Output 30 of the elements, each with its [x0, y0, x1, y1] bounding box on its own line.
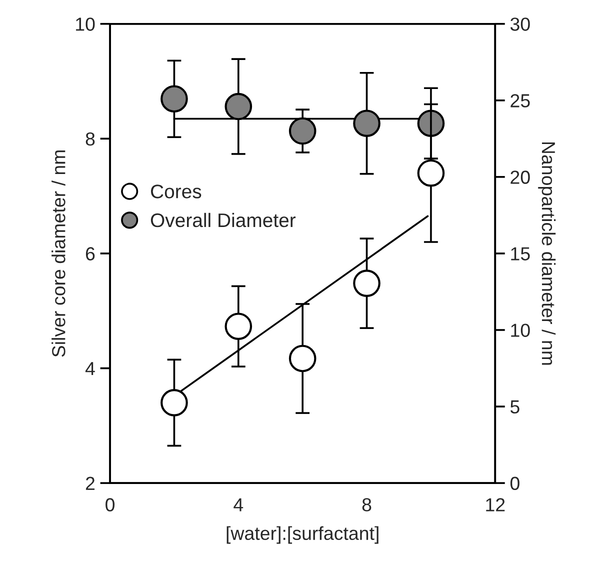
- point: [160, 389, 188, 416]
- x-tick-label: 4: [234, 498, 244, 512]
- y-tick-label: 6: [86, 247, 95, 260]
- y2-axis-title: Nanoparticle diameter / nm: [538, 142, 556, 365]
- y2-tick-label: 0: [510, 476, 520, 490]
- y2-tick-label: 15: [511, 247, 530, 260]
- point: [288, 344, 316, 372]
- point: [160, 85, 188, 113]
- y2-tick-label: 30: [510, 18, 530, 31]
- y-axis-title: Silver core diameter / nm: [52, 150, 66, 357]
- y-tick-label: 4: [85, 362, 95, 376]
- y2-tick-label: 20: [510, 170, 530, 184]
- x-tick-label: 8: [362, 498, 372, 512]
- legend-label: Cores: [150, 184, 202, 198]
- y-tick-label: 10: [76, 18, 95, 31]
- x-axis-title: [water]:[surfactant]: [226, 526, 378, 544]
- point: [353, 270, 380, 297]
- point: [417, 159, 445, 187]
- point: [224, 312, 252, 340]
- x-tick-label: 0: [106, 498, 115, 512]
- y2-tick-label: 25: [510, 94, 530, 108]
- y2-tick-label: 10: [511, 324, 530, 337]
- point: [288, 117, 316, 145]
- y2-tick-label: 5: [510, 400, 520, 414]
- legend-label: Overall Diameter: [150, 212, 296, 228]
- y-tick-label: 8: [86, 132, 95, 146]
- point: [224, 92, 252, 120]
- y-tick-label: 2: [86, 476, 95, 490]
- point: [353, 110, 380, 138]
- x-tick-label: 12: [486, 498, 505, 512]
